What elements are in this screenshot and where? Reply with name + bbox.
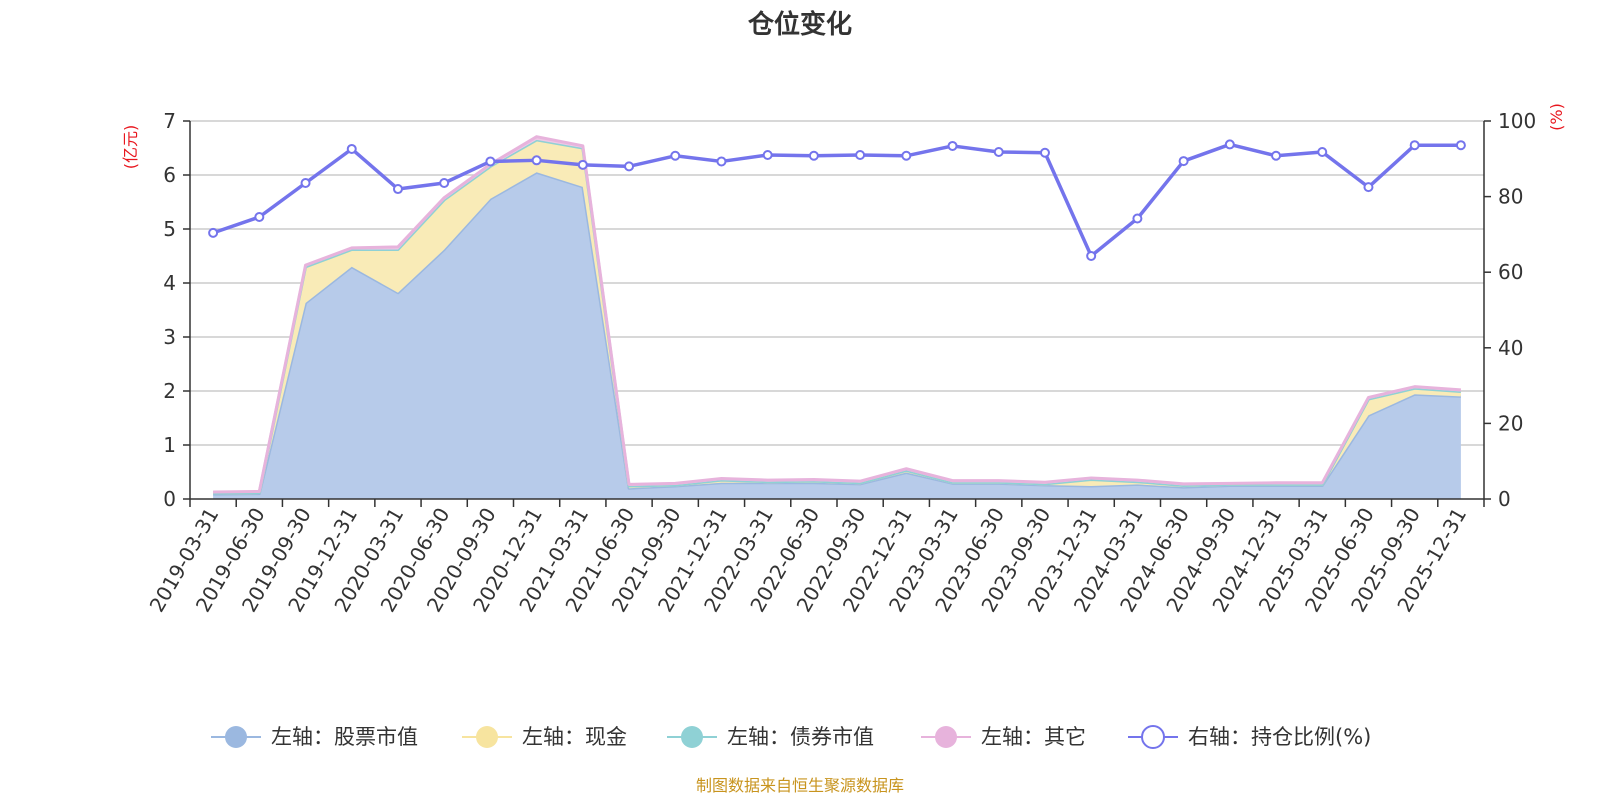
ratio-point — [1271, 150, 1282, 161]
right-axis-tick-label: 0 — [1498, 487, 1511, 511]
legend-circle-icon — [935, 726, 957, 748]
ratio-point — [1224, 139, 1235, 150]
ratio-line — [212, 142, 1461, 258]
legend-label: 左轴：其它 — [981, 725, 1086, 749]
left-axis-tick-label: 1 — [163, 433, 176, 457]
ratio-point — [208, 227, 219, 238]
left-axis-tick-label: 5 — [163, 217, 176, 241]
left-axis-tick-label: 0 — [163, 487, 176, 511]
ratio-point — [1363, 182, 1374, 193]
legend: 左轴：股票市值 左轴：现金 左轴：债券市值 左轴：其它 右轴：持仓比例(%) — [211, 725, 1371, 749]
ratio-point — [577, 159, 588, 170]
legend-circle-icon — [225, 726, 247, 748]
ratio-point — [254, 212, 265, 223]
legend-label: 左轴：股票市值 — [271, 725, 418, 749]
ratio-point — [1039, 147, 1050, 158]
ratio-point — [485, 156, 496, 167]
ratio-point — [762, 150, 773, 161]
right-axis-tick-label: 60 — [1498, 260, 1523, 284]
left-axis-unit: (亿元) — [121, 125, 140, 170]
chart-title: 仓位变化 — [747, 9, 852, 40]
left-axis-tick-label: 7 — [163, 109, 176, 133]
left-axis-tick-label: 4 — [163, 271, 176, 295]
left-axis-tick-label: 3 — [163, 325, 176, 349]
ratio-point — [901, 150, 912, 161]
ratio-point — [1178, 156, 1189, 167]
right-axis-tick-label: 20 — [1498, 411, 1523, 435]
ratio-point — [346, 143, 357, 154]
right-axis-tick-label: 40 — [1498, 336, 1523, 360]
legend-label: 右轴：持仓比例(%) — [1188, 725, 1371, 749]
legend-circle-icon — [681, 726, 703, 748]
legend-circle-icon — [476, 726, 498, 748]
ratio-point — [716, 156, 727, 167]
legend-item-other[interactable]: 左轴：其它 — [921, 725, 1086, 749]
legend-hollow-circle-icon — [1141, 725, 1165, 749]
area-edge-other — [213, 135, 1461, 494]
data-source-note: 制图数据来自恒生聚源数据库 — [696, 776, 904, 795]
legend-item-bond[interactable]: 左轴：债券市值 — [667, 725, 874, 749]
ratio-point — [993, 146, 1004, 157]
left-axis-tick-label: 6 — [163, 163, 176, 187]
legend-item-stock[interactable]: 左轴：股票市值 — [211, 725, 418, 749]
ratio-point — [531, 155, 542, 166]
ratio-point — [300, 177, 311, 188]
legend-label: 左轴：债券市值 — [727, 725, 874, 749]
ratio-point — [1317, 146, 1328, 157]
area-series — [213, 135, 1461, 500]
ratio-point — [439, 177, 450, 188]
legend-item-cash[interactable]: 左轴：现金 — [462, 725, 627, 749]
ratio-point — [808, 150, 819, 161]
ratio-point — [1455, 140, 1466, 151]
right-axis-tick-label: 80 — [1498, 185, 1523, 209]
ratio-point — [670, 150, 681, 161]
right-axis-tick-label: 100 — [1498, 109, 1536, 133]
right-axis-unit: (%) — [1547, 103, 1566, 131]
legend-item-ratio[interactable]: 右轴：持仓比例(%) — [1128, 725, 1371, 749]
ratio-point — [947, 140, 958, 151]
ratio-point — [624, 161, 635, 172]
legend-label: 左轴：现金 — [522, 725, 627, 749]
left-axis-tick-label: 2 — [163, 379, 176, 403]
ratio-line-series — [208, 139, 1466, 261]
ratio-point — [1409, 140, 1420, 151]
area-stock — [213, 172, 1461, 500]
ratio-point — [1132, 213, 1143, 224]
ratio-point — [1086, 250, 1097, 261]
ratio-point — [855, 150, 866, 161]
ratio-point — [392, 184, 403, 195]
